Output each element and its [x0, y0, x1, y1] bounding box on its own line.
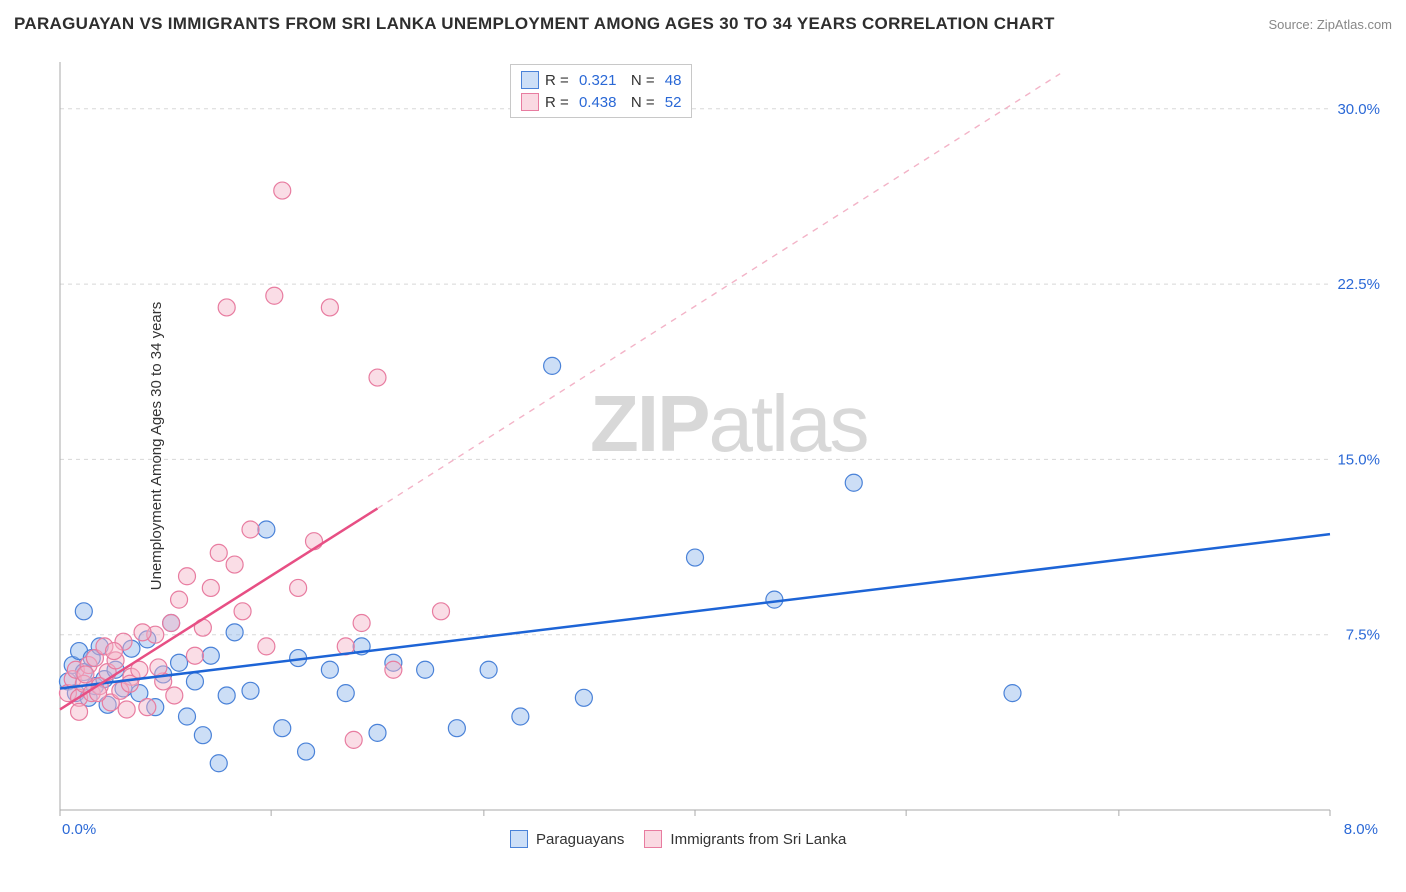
svg-text:15.0%: 15.0%: [1337, 451, 1380, 468]
legend-label-1: Paraguayans: [536, 831, 624, 848]
svg-text:7.5%: 7.5%: [1346, 627, 1380, 644]
series-legend: Paraguayans Immigrants from Sri Lanka: [510, 830, 846, 848]
svg-text:30.0%: 30.0%: [1337, 101, 1380, 118]
stats-legend: R = 0.321 N = 48 R = 0.438 N = 52: [510, 64, 692, 118]
r-value-2: 0.438: [579, 94, 617, 111]
n-value-1: 48: [665, 72, 682, 89]
swatch-blue-icon: [510, 830, 528, 848]
source-label: Source: ZipAtlas.com: [1268, 17, 1392, 32]
swatch-pink-icon: [644, 830, 662, 848]
svg-text:0.0%: 0.0%: [62, 821, 96, 838]
swatch-blue-icon: [521, 71, 539, 89]
svg-text:8.0%: 8.0%: [1344, 821, 1378, 838]
swatch-pink-icon: [521, 93, 539, 111]
scatter-plot: 7.5%15.0%22.5%30.0%0.0%8.0% ZIPatlas R =…: [50, 58, 1390, 846]
chart-title: PARAGUAYAN VS IMMIGRANTS FROM SRI LANKA …: [14, 14, 1055, 34]
legend-label-2: Immigrants from Sri Lanka: [670, 831, 846, 848]
y-axis-label: Unemployment Among Ages 30 to 34 years: [148, 302, 165, 591]
n-value-2: 52: [665, 94, 682, 111]
svg-text:22.5%: 22.5%: [1337, 276, 1380, 293]
r-value-1: 0.321: [579, 72, 617, 89]
